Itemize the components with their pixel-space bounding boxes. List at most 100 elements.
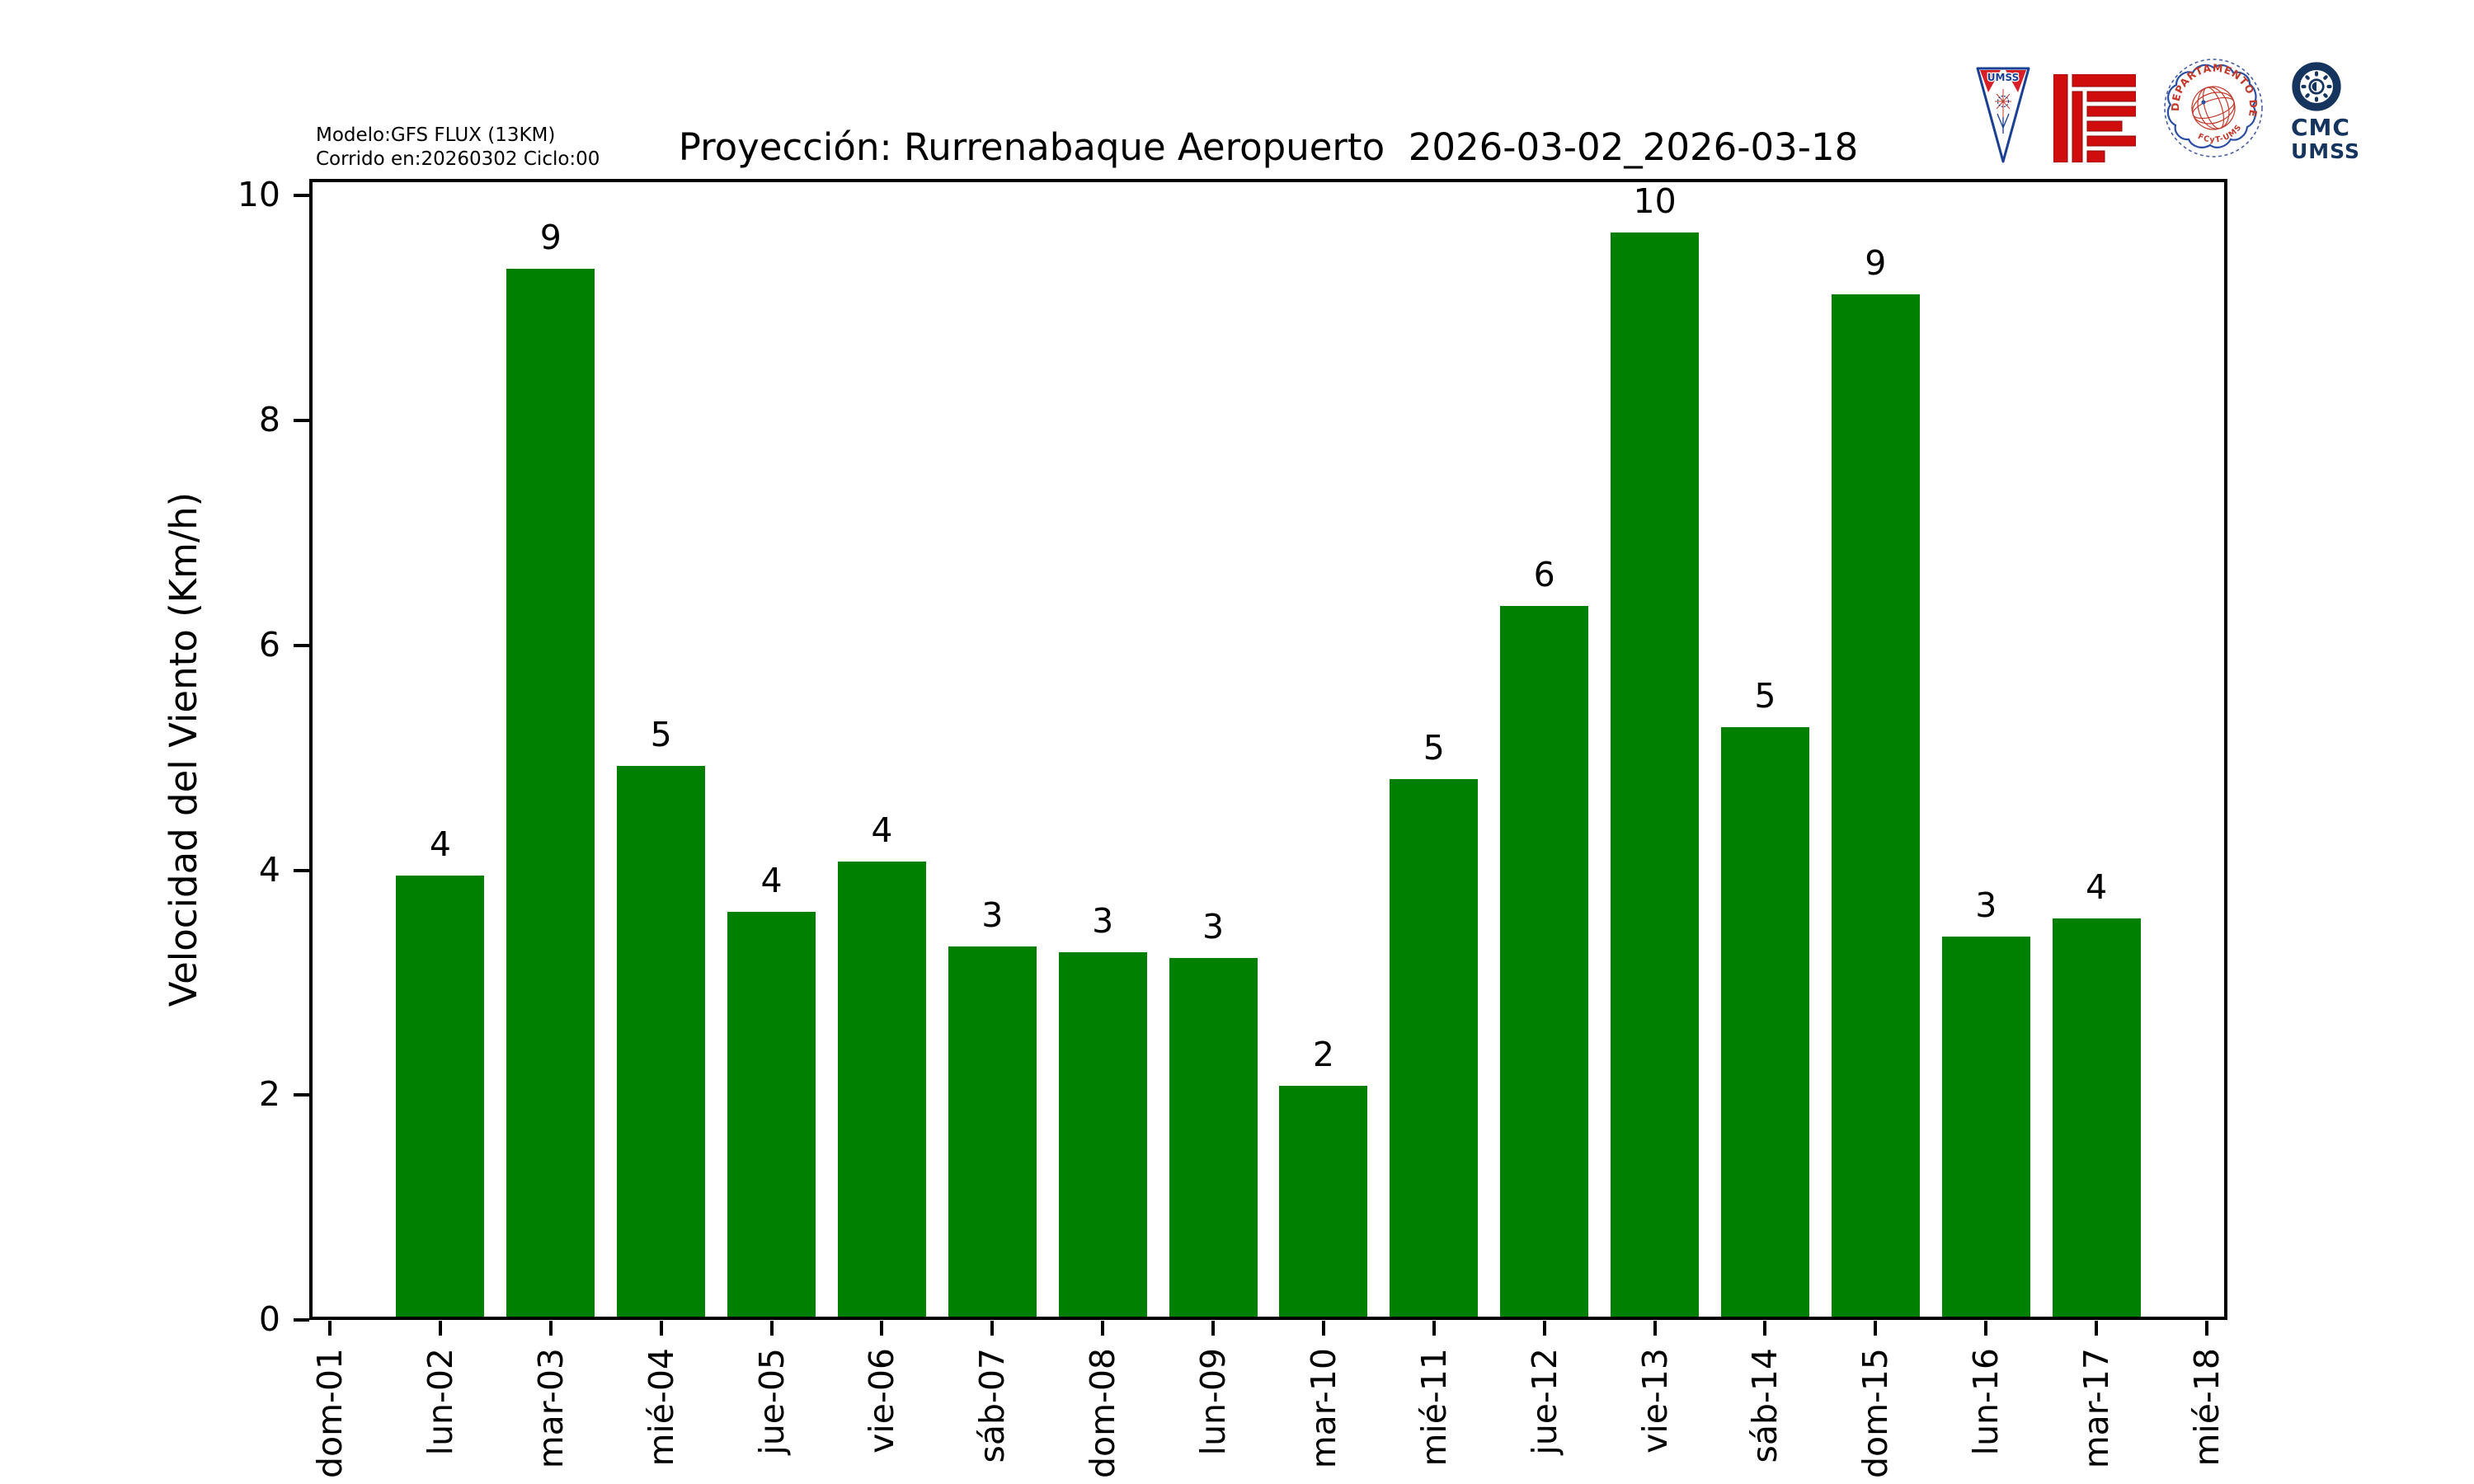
- bar-value-label: 2: [1312, 1035, 1334, 1074]
- x-tick-label: mar-03: [530, 1348, 571, 1469]
- x-tick-mark: [328, 1321, 332, 1336]
- x-tick-label: mié-18: [2187, 1348, 2227, 1467]
- cmc-label-line2: UMSS: [2291, 139, 2361, 163]
- bar: [1279, 1086, 1367, 1320]
- pennant-dashed-circle: [1997, 95, 2010, 108]
- cmc-outer-ring: [2292, 62, 2341, 111]
- model-annotation-line2: Corrido en:20260302 Ciclo:00: [316, 148, 600, 170]
- x-tick-label: dom-01: [310, 1348, 350, 1479]
- y-tick-mark: [294, 1318, 309, 1322]
- y-tick-label: 8: [258, 400, 280, 440]
- pennant-umss-text: UMSS: [1987, 72, 2019, 83]
- bar-value-label: 4: [429, 824, 451, 864]
- bar: [1832, 294, 1920, 1320]
- x-tick-label: vie-06: [862, 1348, 902, 1453]
- fisica-stamp-logo: DEPARTAMENTO DE FÍSICA FCyT-UMSS: [2162, 56, 2263, 157]
- bar: [2053, 918, 2141, 1320]
- cmc-rays: [2301, 71, 2332, 102]
- y-tick-label: 2: [258, 1074, 280, 1115]
- x-tick-mark: [2205, 1321, 2208, 1336]
- cmc-icon: [2292, 62, 2341, 111]
- bar-value-label: 9: [539, 218, 562, 257]
- bar: [1169, 958, 1258, 1320]
- bar-value-label: 5: [650, 715, 672, 754]
- stamp-sphere-wireframe: [2191, 86, 2236, 130]
- bar: [1611, 232, 1699, 1320]
- x-tick-label: mar-17: [2077, 1348, 2117, 1469]
- x-tick-label: sáb-14: [1745, 1348, 1785, 1463]
- y-tick-label: 6: [258, 624, 280, 665]
- stamp-dot: [2201, 100, 2206, 105]
- x-tick-label: lun-09: [1193, 1348, 1234, 1456]
- stamp-outer-dotted-ring: [2164, 59, 2263, 157]
- x-tick-mark: [769, 1321, 774, 1336]
- x-tick-label: lun-16: [1966, 1348, 2006, 1456]
- bar-value-label: 3: [981, 895, 1004, 935]
- cmc-halfmoon: [2312, 82, 2316, 92]
- y-tick-label: 10: [237, 175, 280, 215]
- maze-blocks: [2053, 74, 2136, 162]
- bar-value-label: 3: [1092, 901, 1114, 941]
- bar-value-label: 5: [1754, 676, 1776, 716]
- bar-value-label: 9: [1865, 243, 1887, 283]
- bar-value-label: 5: [1423, 728, 1445, 768]
- x-tick-label: sáb-07: [972, 1348, 1013, 1463]
- bar-value-label: 4: [760, 861, 783, 900]
- x-tick-label: dom-08: [1083, 1348, 1123, 1479]
- x-tick-mark: [1542, 1321, 1546, 1336]
- bar-value-label: 10: [1633, 181, 1677, 221]
- x-tick-mark: [1653, 1321, 1657, 1336]
- model-annotation-line1: Modelo:GFS FLUX (13KM): [316, 124, 556, 146]
- x-tick-mark: [1984, 1321, 1988, 1336]
- x-tick-label: mar-10: [1303, 1348, 1343, 1469]
- bar: [396, 876, 484, 1320]
- y-tick-mark: [294, 194, 309, 198]
- y-tick-mark: [294, 1093, 309, 1097]
- x-tick-label: lun-02: [420, 1348, 460, 1456]
- y-tick-mark: [294, 419, 309, 423]
- x-tick-mark: [1101, 1321, 1105, 1336]
- y-tick-mark: [294, 868, 309, 872]
- x-tick-label: jue-12: [1524, 1348, 1564, 1455]
- bar-value-label: 4: [2086, 867, 2108, 907]
- y-tick-label: 0: [258, 1299, 280, 1339]
- bar: [1942, 937, 2030, 1320]
- bar-value-label: 4: [871, 810, 893, 850]
- pennant-red-right: [2006, 70, 2026, 92]
- x-tick-mark: [438, 1321, 442, 1336]
- pennant-red-left: [1980, 70, 2001, 92]
- cmc-label-line1: CMC: [2291, 114, 2350, 141]
- bar: [948, 946, 1037, 1320]
- chart-title: Proyección: Rurrenabaque Aeropuerto 2026…: [678, 125, 1859, 169]
- umss-pennant-logo: UMSS: [1976, 67, 2030, 163]
- x-tick-mark: [2095, 1321, 2099, 1336]
- stamp-wavy-border: [2166, 63, 2257, 148]
- y-tick-mark: [294, 643, 309, 647]
- cmc-inner-ring: [2308, 78, 2325, 95]
- x-tick-label: dom-15: [1856, 1348, 1896, 1479]
- fcyt-maze-logo: [2053, 74, 2136, 162]
- x-tick-label: mié-11: [1413, 1348, 1454, 1467]
- bar: [617, 766, 705, 1320]
- x-tick-mark: [659, 1321, 663, 1336]
- bar: [1500, 606, 1588, 1320]
- x-tick-mark: [990, 1321, 995, 1336]
- bar: [1390, 779, 1478, 1320]
- x-tick-label: mié-04: [641, 1348, 681, 1467]
- bar: [1721, 727, 1809, 1320]
- x-tick-mark: [1763, 1321, 1767, 1336]
- cmc-text-block: CMC UMSS: [2291, 114, 2390, 163]
- bar-value-label: 3: [1975, 885, 1997, 925]
- x-tick-mark: [1432, 1321, 1436, 1336]
- x-tick-mark: [880, 1321, 884, 1336]
- x-tick-label: vie-13: [1634, 1348, 1675, 1453]
- x-tick-mark: [548, 1321, 553, 1336]
- bar-value-label: 3: [1202, 907, 1225, 946]
- y-tick-label: 4: [258, 849, 280, 890]
- bar-value-label: 6: [1533, 555, 1555, 594]
- bar: [838, 862, 926, 1320]
- x-tick-mark: [1211, 1321, 1216, 1336]
- bar: [727, 912, 816, 1320]
